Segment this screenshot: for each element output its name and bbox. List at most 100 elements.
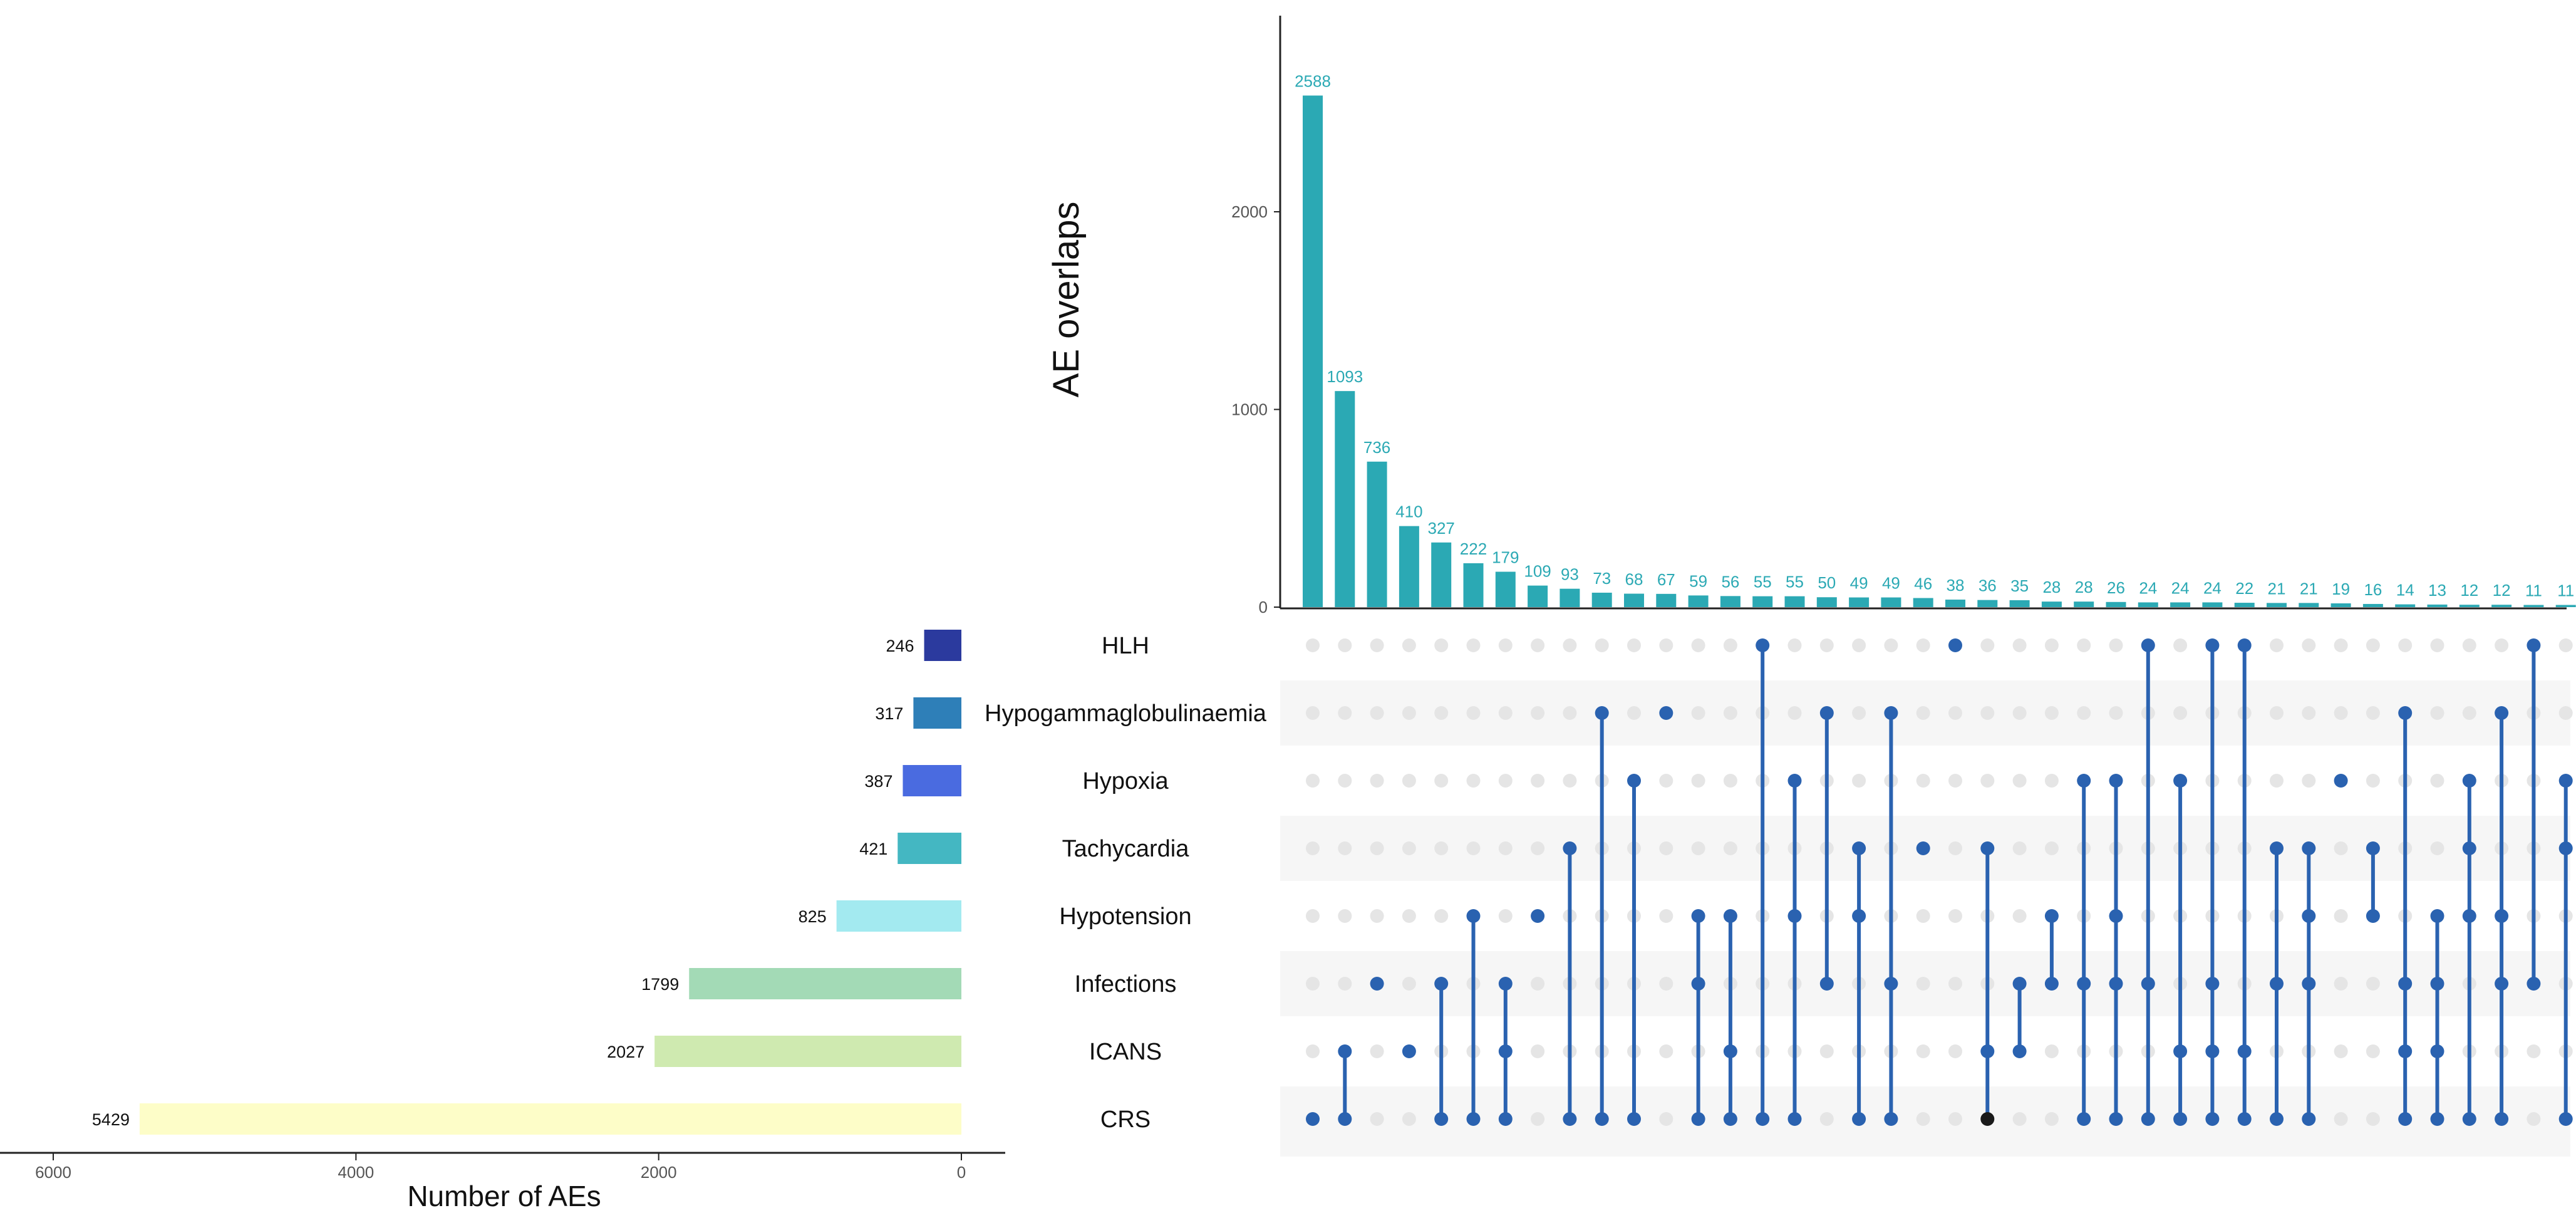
matrix-dot-active — [2012, 977, 2027, 991]
matrix-dot-inactive — [1691, 706, 1705, 720]
set-size-label-5: 1799 — [641, 975, 679, 994]
matrix-dot-inactive — [1370, 841, 1384, 855]
overlap-bar-4 — [1431, 542, 1452, 607]
overlap-bar-10 — [1624, 593, 1644, 607]
overlap-bar-label-24: 28 — [2075, 578, 2093, 596]
matrix-dot-inactive — [1402, 638, 1416, 652]
overlap-bar-label-18: 49 — [1882, 574, 1900, 593]
matrix-dot-active — [2077, 977, 2091, 991]
matrix-dot-inactive — [1627, 706, 1641, 720]
matrix-dot-inactive — [2462, 706, 2476, 720]
matrix-dot-active — [1980, 1112, 1995, 1126]
overlap-bar-label-6: 179 — [1492, 548, 1519, 567]
overlap-bar-18 — [1881, 597, 1901, 607]
matrix-dot-active — [1402, 1044, 1416, 1058]
matrix-dot-active — [2044, 977, 2059, 991]
matrix-dot-active — [1723, 909, 1737, 923]
overlap-bar-label-5: 222 — [1460, 539, 1487, 558]
overlap-bar-22 — [2009, 600, 2030, 607]
overlap-bar-label-32: 19 — [2332, 580, 2350, 598]
matrix-dot-inactive — [1948, 706, 1962, 720]
matrix-dot-active — [1787, 1112, 1802, 1126]
matrix-dot-active — [1627, 774, 1641, 788]
matrix-dot-inactive — [2558, 638, 2573, 652]
matrix-dot-inactive — [1627, 638, 1641, 652]
matrix-dot-inactive — [1563, 706, 1577, 720]
matrix-dot-inactive — [1659, 1044, 1673, 1058]
matrix-dot-active — [2558, 1112, 2573, 1126]
matrix-dot-active — [2302, 1112, 2316, 1126]
matrix-dot-active — [2109, 1112, 2123, 1126]
matrix-dot-inactive — [1563, 774, 1577, 788]
set-size-tick-label-3: 0 — [957, 1163, 966, 1182]
matrix-dot-active — [1787, 774, 1802, 788]
matrix-dot-inactive — [2334, 638, 2348, 652]
matrix-dot-inactive — [1980, 706, 1995, 720]
overlap-bar-33 — [2362, 603, 2383, 607]
matrix-dot-inactive — [1563, 638, 1577, 652]
matrix-dot-inactive — [1434, 638, 1449, 652]
matrix-dot-inactive — [1338, 774, 1352, 788]
overlap-bar-27 — [2170, 602, 2191, 607]
overlap-bar-label-13: 56 — [1721, 572, 1739, 591]
matrix-dot-active — [2366, 909, 2380, 923]
matrix-dot-active — [2205, 1112, 2220, 1126]
matrix-dot-inactive — [2012, 1112, 2027, 1126]
matrix-dot-inactive — [1402, 977, 1416, 991]
matrix-dot-inactive — [1306, 774, 1320, 788]
matrix-dot-inactive — [1370, 774, 1384, 788]
matrix-dot-inactive — [2044, 1044, 2059, 1058]
matrix-dot-active — [2302, 841, 2316, 855]
matrix-dot-active — [2430, 1112, 2444, 1126]
overlap-bar-label-9: 73 — [1593, 569, 1611, 588]
matrix-dot-active — [2495, 977, 2509, 991]
matrix-dot-active — [1884, 1112, 1898, 1126]
matrix-dot-active — [2398, 1112, 2413, 1126]
overlap-bar-7 — [1528, 585, 1548, 607]
overlap-bar-0 — [1303, 95, 1323, 608]
matrix-dot-inactive — [1306, 841, 1320, 855]
overlap-bar-label-0: 2588 — [1295, 71, 1331, 90]
overlap-bar-14 — [1752, 596, 1773, 607]
matrix-dot-inactive — [1852, 706, 1866, 720]
matrix-dot-active — [2430, 1044, 2444, 1058]
matrix-dot-active — [1884, 977, 1898, 991]
matrix-dot-active — [1595, 706, 1609, 720]
matrix-dot-active — [1691, 977, 1705, 991]
matrix-dot-active — [2398, 1044, 2413, 1058]
matrix-dot-inactive — [1531, 706, 1545, 720]
overlap-bar-11 — [1656, 593, 1677, 607]
set-name-3: Tachycardia — [1062, 836, 1190, 862]
matrix-dot-inactive — [1916, 1044, 1930, 1058]
matrix-dot-inactive — [1531, 1044, 1545, 1058]
matrix-dot-inactive — [2398, 638, 2413, 652]
matrix-dot-inactive — [1306, 638, 1320, 652]
set-name-4: Hypotension — [1059, 903, 1191, 930]
matrix-dot-inactive — [1723, 774, 1737, 788]
overlap-y-axis: 0 1000 2000 — [1231, 16, 2567, 617]
matrix-dot-active — [1723, 1112, 1737, 1126]
matrix-dot-inactive — [1306, 706, 1320, 720]
matrix-dot-inactive — [1498, 909, 1513, 923]
overlap-bar-1 — [1335, 391, 1355, 607]
matrix-dot-active — [2077, 1112, 2091, 1126]
matrix-dot-inactive — [2366, 1112, 2380, 1126]
matrix-dot-active — [1338, 1044, 1352, 1058]
set-name-7: CRS — [1100, 1106, 1151, 1133]
matrix-dot-inactive — [1948, 977, 1962, 991]
matrix-dot-inactive — [1370, 909, 1384, 923]
matrix-dot-inactive — [1948, 841, 1962, 855]
matrix-dot-inactive — [1916, 706, 1930, 720]
overlap-bar-label-27: 24 — [2171, 578, 2190, 597]
set-size-x-axis: 6000 4000 2000 0 — [0, 1152, 1005, 1182]
matrix-dot-inactive — [1659, 841, 1673, 855]
overlap-bar-17 — [1849, 597, 1870, 607]
matrix-dot-inactive — [1787, 638, 1802, 652]
set-size-bar-2 — [903, 765, 961, 796]
matrix-dot-active — [2237, 638, 2252, 652]
matrix-dot-inactive — [2012, 774, 2027, 788]
matrix-dot-active — [1884, 706, 1898, 720]
matrix-dot-inactive — [2334, 1112, 2348, 1126]
matrix-dot-inactive — [1402, 841, 1416, 855]
